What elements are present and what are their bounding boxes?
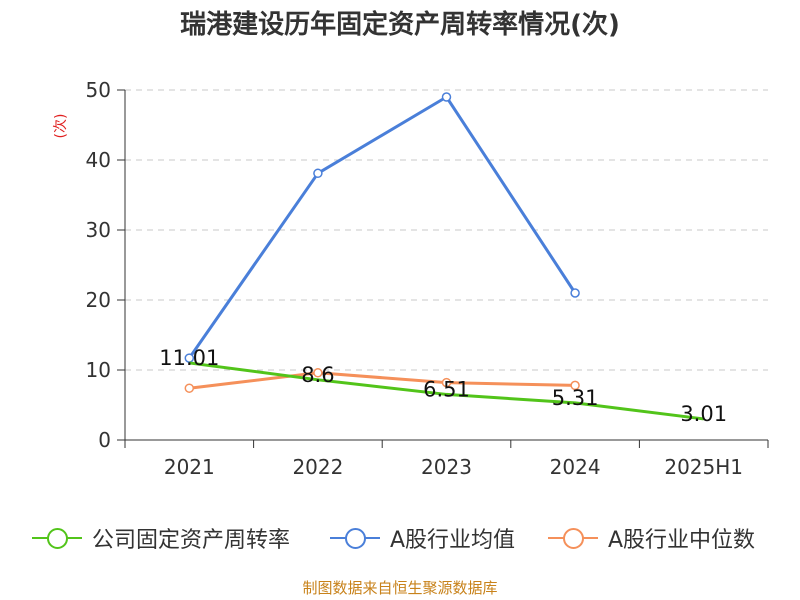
data-source-note: 制图数据来自恒生聚源数据库 [302,579,498,597]
data-label: 8.6 [301,363,334,387]
x-tick-label: 2022 [292,455,343,479]
x-tick-label: 2024 [550,455,601,479]
data-label: 6.51 [423,377,470,401]
series-layer [184,92,704,421]
data-point [441,92,452,102]
y-tick-label: 30 [86,218,111,242]
chart-title: 瑞港建设历年固定资产周转率情况(次) [180,10,620,40]
data-label: 5.31 [552,386,599,410]
data-label-layer: 11.01 8.6 6.51 5.31 3.01 [159,346,727,426]
legend-item-industry-median[interactable]: A股行业中位数 [548,520,755,556]
data-label: 3.01 [680,402,727,426]
y-tick-label: 40 [86,148,111,172]
data-point [441,377,452,388]
axis-layer: 0 10 20 30 40 50 2021 2022 2023 2024 2025H1 [86,78,769,479]
y-tick-label: 50 [86,78,111,102]
x-tick-label: 2021 [164,455,215,479]
data-point [570,288,580,298]
series-line [189,361,704,421]
legend-label-industry-median: A股行业中位数 [608,528,756,553]
x-tick-label: 2025H1 [664,455,743,479]
legend-item-company[interactable]: 公司固定资产周转率 [32,520,290,556]
legend-label-industry-mean: A股行业均值 [390,528,516,553]
legend-item-industry-mean[interactable]: A股行业均值 [330,520,515,556]
y-tick-label: 0 [98,428,111,452]
legend-swatch-industry-median [548,526,598,550]
data-point [570,380,580,391]
data-point [184,383,195,393]
x-tick-label: 2023 [421,455,472,479]
y-tick-label: 20 [86,288,111,312]
legend-swatch-company [32,526,82,550]
legend: 公司固定资产周转率 A股行业均值 A股行业中位数 [0,520,800,556]
series-line [188,95,577,359]
data-point [313,168,323,179]
y-tick-label: 10 [86,358,111,382]
data-label: 11.01 [159,346,219,370]
data-point [313,368,323,378]
data-point [184,353,195,363]
series-line [189,371,576,390]
legend-swatch-industry-mean [330,526,380,550]
legend-label-company: 公司固定资产周转率 [92,528,291,553]
grid-layer [125,89,768,371]
